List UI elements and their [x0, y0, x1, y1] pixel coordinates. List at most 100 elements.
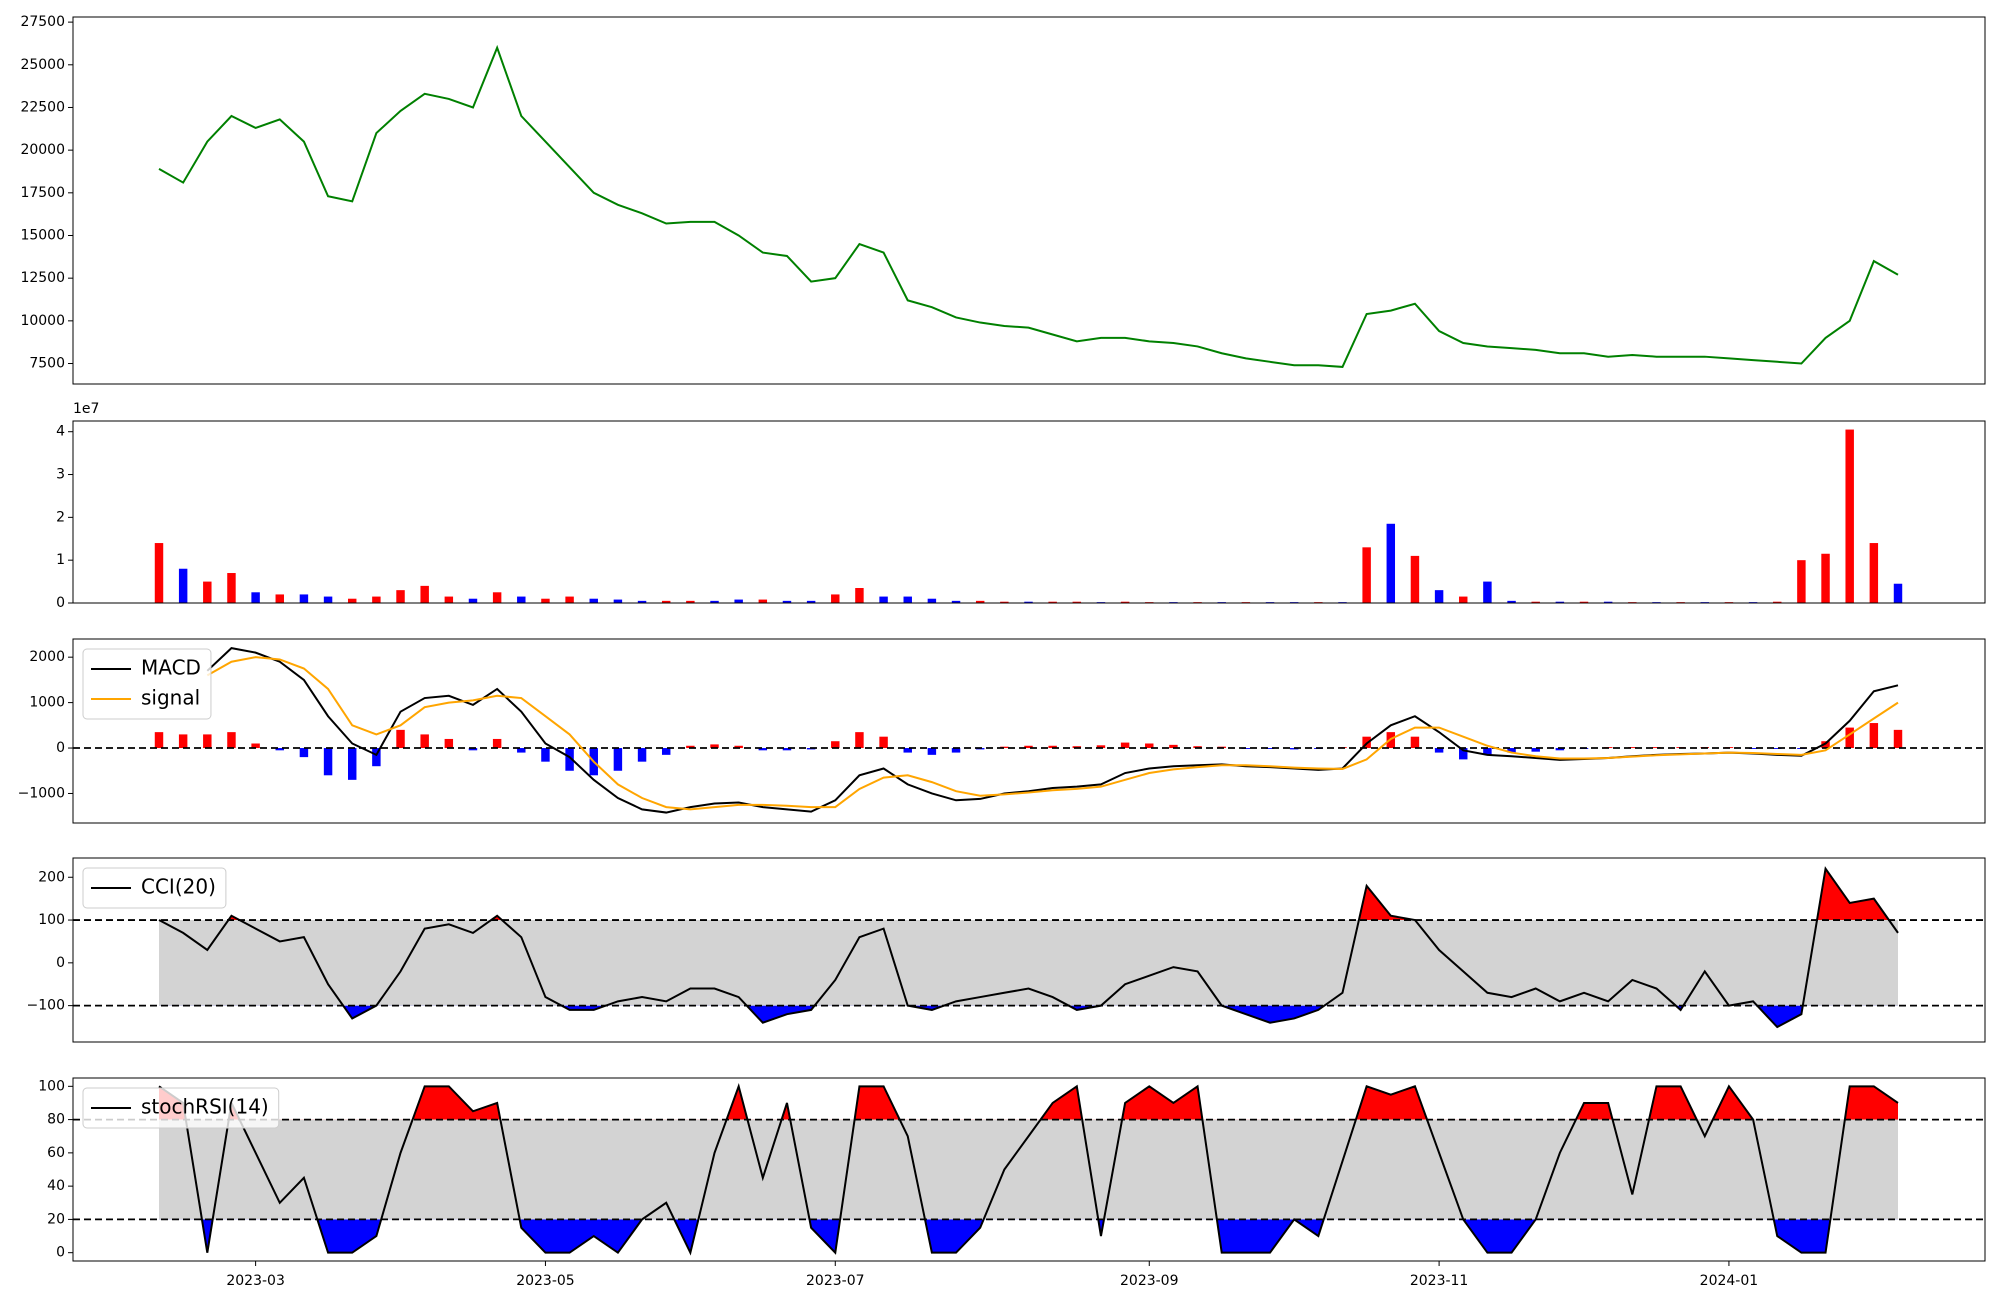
y-tick-label: 1000 [29, 695, 65, 711]
bar [1072, 746, 1082, 749]
x-tick-label: 2023-09 [1120, 1273, 1179, 1289]
y-tick-label: 20 [47, 1211, 65, 1227]
bar [1386, 523, 1396, 603]
bar [806, 600, 816, 603]
offset-label: 1e7 [73, 401, 99, 417]
bar [661, 748, 671, 755]
y-tick-label: −1000 [18, 785, 65, 801]
plot-frame [72, 16, 1986, 385]
bar [444, 738, 454, 749]
legend-label: CCI(20) [141, 875, 216, 899]
x-tick-label: 2023-11 [1410, 1273, 1469, 1289]
bar [1265, 748, 1275, 749]
bar [1531, 748, 1540, 752]
bar [1555, 601, 1565, 603]
y-tick-label: 0 [56, 740, 65, 756]
bar [879, 736, 888, 749]
bar [661, 600, 671, 603]
series-line [158, 866, 1899, 1029]
bar [903, 748, 912, 753]
bar [1096, 745, 1106, 749]
bar [1483, 581, 1492, 603]
bar [1120, 601, 1130, 603]
bar [299, 748, 309, 758]
bar [927, 598, 937, 603]
bar [1000, 746, 1009, 749]
bar [420, 734, 429, 749]
bar [1845, 429, 1854, 603]
bar [1459, 596, 1468, 603]
bar [879, 596, 888, 603]
bar [1410, 555, 1420, 603]
y-tick-label: 12500 [20, 270, 65, 286]
series-line [158, 1082, 1899, 1256]
bar [1555, 748, 1565, 751]
bar [903, 596, 912, 603]
bar [1120, 742, 1130, 749]
y-tick-label: 20000 [20, 142, 65, 158]
bar [686, 745, 695, 749]
y-tick-label: 60 [47, 1145, 65, 1161]
bar [1869, 723, 1879, 749]
bar [758, 748, 768, 751]
legend-box [82, 648, 212, 720]
bar [420, 585, 429, 603]
bar [154, 732, 164, 749]
legend-label: stochRSI(14) [141, 1095, 269, 1119]
bar [1024, 601, 1033, 603]
bar [492, 592, 502, 603]
y-tick-label: 15000 [20, 227, 65, 243]
bar [227, 573, 236, 603]
bar [347, 598, 357, 603]
bar [951, 600, 961, 603]
bar [203, 581, 212, 603]
x-tick-label: 2023-05 [516, 1273, 575, 1289]
bar [517, 748, 526, 753]
plot-frame [72, 857, 1986, 1043]
bar [1531, 601, 1540, 603]
plot-frame [72, 1077, 1986, 1262]
bar [468, 748, 478, 751]
bar [1507, 748, 1516, 753]
bar [203, 734, 212, 749]
bar [855, 732, 864, 749]
y-tick-label: 0 [56, 955, 65, 971]
bar [782, 748, 792, 751]
bar [275, 594, 284, 603]
y-tick-label: 0 [56, 595, 65, 611]
bar [1024, 745, 1033, 749]
legend-label: MACD [141, 656, 201, 680]
x-tick-label: 2023-03 [226, 1273, 285, 1289]
bar [372, 748, 381, 767]
bar [1410, 736, 1420, 749]
bar [637, 748, 647, 762]
bar [1459, 748, 1468, 760]
y-tick-label: 2 [56, 509, 65, 525]
series-line [206, 656, 1899, 811]
bar [275, 748, 284, 751]
bar [686, 600, 695, 603]
bar [299, 594, 309, 603]
bar [1145, 743, 1154, 749]
bar [613, 748, 623, 771]
bar [1773, 601, 1782, 603]
bar [372, 596, 381, 603]
x-tick-label: 2024-01 [1700, 1273, 1759, 1289]
bar [541, 598, 550, 603]
y-tick-label: 1 [56, 552, 65, 568]
bar [710, 600, 719, 603]
bar [758, 599, 768, 603]
bar [855, 588, 864, 603]
bar [1048, 601, 1057, 603]
y-tick-label: −100 [27, 998, 65, 1014]
bar [444, 596, 454, 603]
bar [178, 734, 188, 749]
bar [1434, 748, 1444, 753]
y-tick-label: 10000 [20, 313, 65, 329]
y-tick-label: 0 [56, 1245, 65, 1261]
bar [251, 743, 260, 749]
y-tick-label: 80 [47, 1112, 65, 1128]
bar [517, 596, 526, 603]
bar [323, 596, 333, 603]
